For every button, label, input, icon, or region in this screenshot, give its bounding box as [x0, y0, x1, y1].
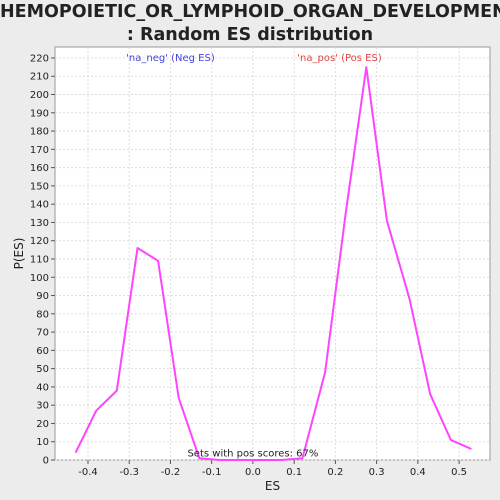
x-axis: -0.4 -0.3 -0.2 -0.1 0.0 0.1 0.2 0.3 0.4 0.5 — [78, 460, 467, 478]
y-tick-label: 120 — [30, 236, 49, 247]
x-tick-label: -0.3 — [119, 467, 139, 478]
x-tick-label: 0.3 — [369, 467, 385, 478]
y-tick-label: 30 — [36, 401, 49, 412]
x-tick-label: -0.4 — [78, 467, 98, 478]
y-tick-label: 150 — [30, 181, 49, 192]
y-tick-label: 0 — [43, 456, 49, 467]
x-tick-label: 0.0 — [245, 467, 261, 478]
legend: 'na_neg' (Neg ES) 'na_pos' (Pos ES) — [126, 53, 382, 64]
legend-entry: 'na_neg' (Neg ES) — [126, 53, 215, 64]
y-tick-label: 110 — [30, 254, 49, 265]
y-tick-label: 60 — [36, 346, 49, 357]
y-tick-label: 90 — [36, 291, 49, 302]
y-tick-label: 100 — [30, 273, 49, 284]
y-tick-label: 10 — [36, 437, 49, 448]
pos-scores-annotation: Sets with pos scores: 67% — [187, 448, 318, 459]
y-tick-label: 160 — [30, 163, 49, 174]
x-tick-label: 0.5 — [451, 467, 467, 478]
y-tick-label: 40 — [36, 382, 49, 393]
y-tick-label: 70 — [36, 328, 49, 339]
y-tick-label: 20 — [36, 419, 49, 430]
y-tick-label: 220 — [30, 53, 49, 64]
y-tick-label: 200 — [30, 90, 49, 101]
x-tick-label: 0.4 — [410, 467, 426, 478]
x-axis-label: ES — [265, 479, 280, 493]
x-tick-label: 0.1 — [286, 467, 302, 478]
y-tick-label: 170 — [30, 145, 49, 156]
plot-area — [54, 46, 491, 461]
grid-lines — [55, 47, 490, 461]
chart-title: HEMOPOIETIC_OR_LYMPHOID_ORGAN_DEVELOPMEN… — [0, 1, 500, 47]
y-tick-label: 130 — [30, 218, 49, 229]
y-tick-label: 190 — [30, 108, 49, 119]
y-tick-label: 140 — [30, 200, 49, 211]
y-tick-label: 180 — [30, 127, 49, 138]
series-line — [74, 66, 472, 461]
y-tick-label: 210 — [30, 72, 49, 83]
x-tick-label: -0.1 — [202, 467, 222, 478]
y-tick-label: 80 — [36, 309, 49, 320]
x-tick-label: 0.2 — [327, 467, 343, 478]
chart-title-line-1: HEMOPOIETIC_OR_LYMPHOID_ORGAN_DEVELOPMEN… — [0, 2, 500, 22]
x-tick-label: -0.2 — [161, 467, 181, 478]
y-axis-label: P(ES) — [12, 238, 26, 270]
chart-title-line-2: : Random ES distribution — [126, 25, 374, 45]
legend-entry: 'na_pos' (Pos ES) — [297, 53, 382, 64]
y-tick-label: 50 — [36, 364, 49, 375]
y-axis: 0 10 20 30 40 50 60 70 80 90 100 110 120 130 140 150 160… — [30, 53, 55, 467]
